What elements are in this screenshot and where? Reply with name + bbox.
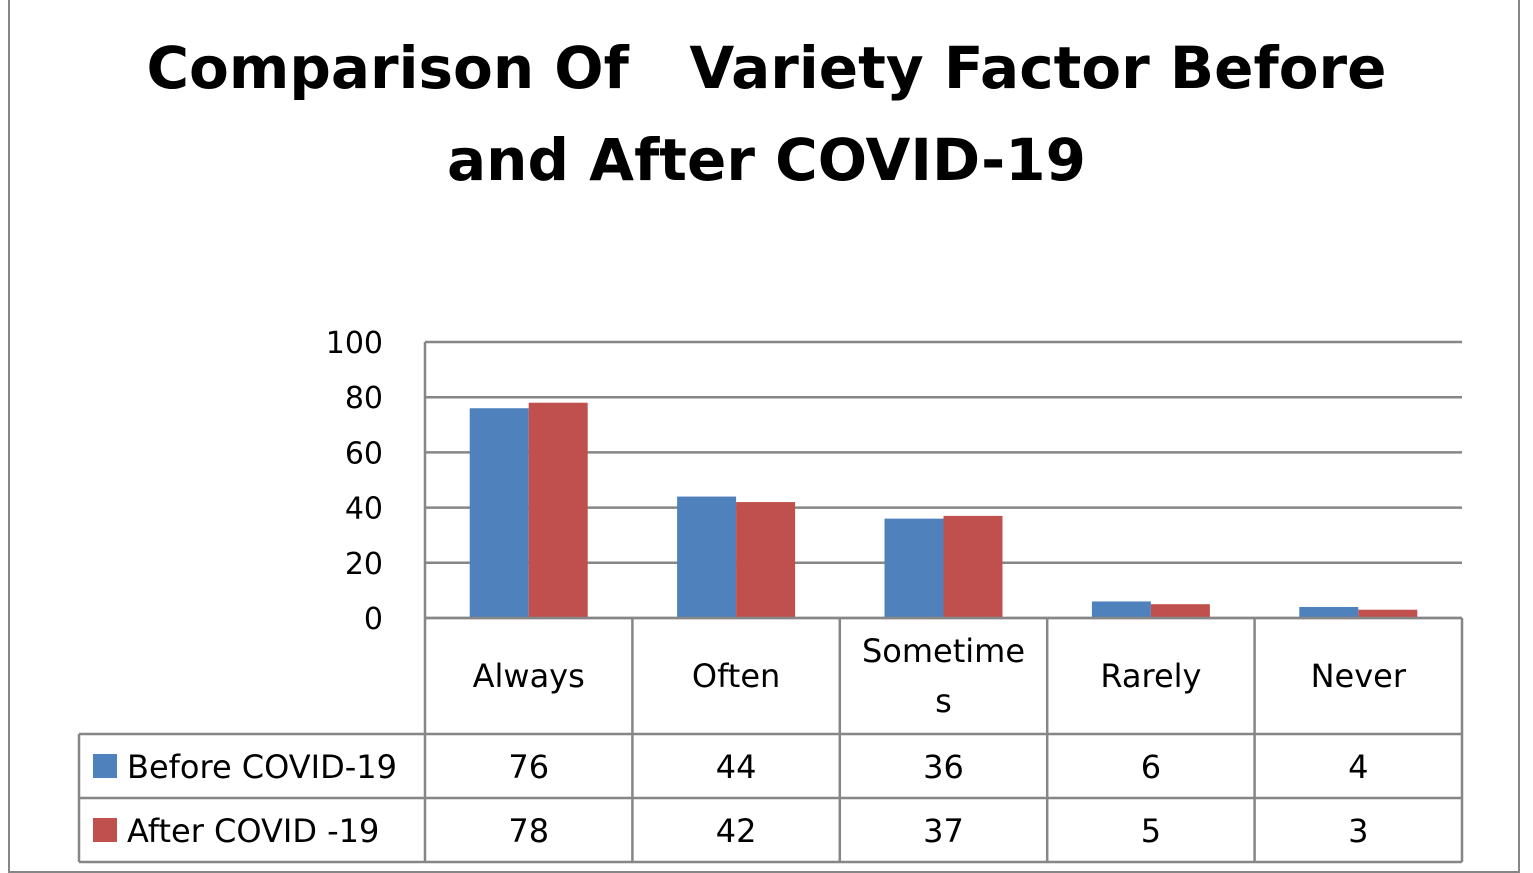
bar-before — [1299, 606, 1359, 618]
y-tick-label: 20 — [345, 547, 383, 582]
category-label: Rarely — [1100, 657, 1201, 695]
category-label: Sometime — [862, 632, 1025, 670]
bar-after — [736, 502, 796, 618]
data-table-value: 44 — [716, 748, 757, 786]
y-tick-label: 60 — [345, 436, 383, 471]
y-tick-label: 100 — [326, 326, 383, 361]
bar-before — [677, 496, 737, 618]
category-label: s — [935, 682, 952, 720]
bars — [469, 402, 1418, 618]
category-label: Often — [692, 657, 780, 695]
bar-before — [1091, 601, 1151, 618]
bar-before — [884, 518, 944, 618]
bar-after — [943, 515, 1003, 618]
data-table-value: 76 — [508, 748, 549, 786]
category-label: Always — [473, 657, 585, 695]
y-tick-label: 0 — [364, 602, 383, 637]
data-table-value: 5 — [1141, 812, 1161, 850]
series-name: Before COVID-19 — [127, 748, 397, 786]
series-name: After COVID -19 — [127, 812, 379, 850]
data-table-value: 37 — [923, 812, 964, 850]
data-table-value: 42 — [716, 812, 757, 850]
data-table-value: 4 — [1348, 748, 1368, 786]
data-table-value: 78 — [508, 812, 549, 850]
data-table-value: 3 — [1348, 812, 1368, 850]
legend-key — [93, 818, 117, 842]
bar-after — [1358, 609, 1418, 618]
data-table-value: 6 — [1141, 748, 1161, 786]
chart-title-line-2: and After COVID-19 — [447, 126, 1086, 194]
y-axis-tick-labels: 0 20 40 60 80 100 — [326, 326, 383, 637]
bar-after — [528, 402, 588, 618]
bar-before — [469, 408, 529, 618]
chart-title: Comparison Of Variety Factor Before and … — [0, 22, 1533, 206]
category-label: Never — [1311, 657, 1407, 695]
y-tick-label: 40 — [345, 492, 383, 527]
chart-title-line-1: Comparison Of Variety Factor Before — [146, 34, 1387, 102]
data-table-value: 36 — [923, 748, 964, 786]
legend-key — [93, 754, 117, 778]
bar-after — [1150, 604, 1210, 618]
data-table: Always Often Sometime s Rarely Never Before CO… — [77, 616, 1464, 864]
y-tick-label: 80 — [345, 381, 383, 416]
